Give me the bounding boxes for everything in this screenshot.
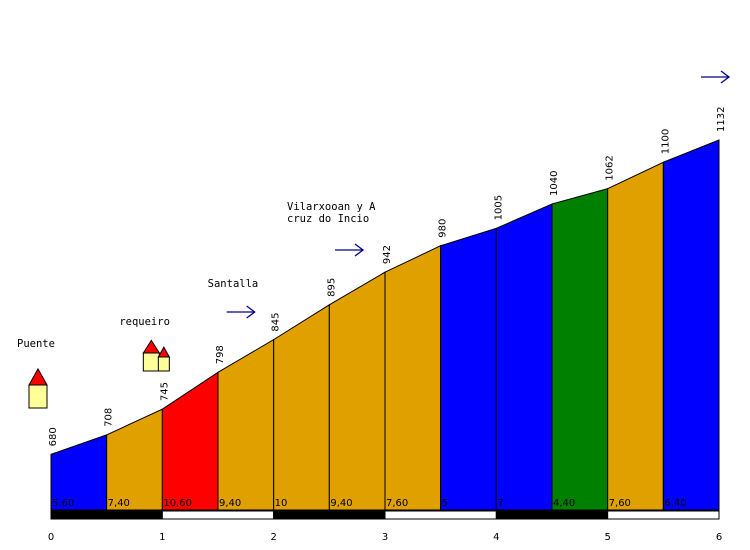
place-label: requeiro bbox=[119, 316, 170, 328]
gradient-label: 4,40 bbox=[553, 498, 575, 509]
profile-segment bbox=[495, 203, 553, 511]
gradient-label: 7,40 bbox=[108, 498, 130, 509]
gradient-label: 9,40 bbox=[219, 498, 241, 509]
elevation-label: 980 bbox=[438, 219, 449, 238]
place-label: Vilarxooan y A bbox=[287, 201, 376, 213]
elevation-label: 1005 bbox=[493, 195, 504, 220]
elevation-label: 942 bbox=[382, 245, 393, 264]
km-scale-block bbox=[273, 510, 386, 520]
x-tick-label: 3 bbox=[382, 532, 388, 543]
profile-segment bbox=[217, 338, 275, 511]
arrow-icon-head bbox=[720, 70, 731, 84]
x-tick-label: 2 bbox=[270, 532, 276, 543]
km-scale-block bbox=[50, 510, 163, 520]
x-tick-label: 4 bbox=[493, 532, 499, 543]
x-tick-label: 0 bbox=[48, 532, 54, 543]
place-label: cruz do Incio bbox=[287, 213, 369, 225]
village-house-icon-roof bbox=[157, 346, 171, 358]
km-scale-bar bbox=[50, 510, 720, 520]
gradient-label: 10,60 bbox=[163, 498, 192, 509]
profile-segment bbox=[551, 188, 609, 511]
gradient-label: 7,60 bbox=[386, 498, 408, 509]
profile-segment bbox=[106, 408, 163, 511]
km-scale-block bbox=[607, 510, 720, 520]
profile-segment bbox=[384, 244, 442, 511]
elevation-label: 845 bbox=[271, 313, 282, 332]
village-house-icon-body bbox=[142, 352, 160, 372]
profile-segments bbox=[50, 139, 720, 511]
elevation-label: 745 bbox=[159, 382, 170, 401]
arrow-icon-head bbox=[246, 305, 256, 319]
profile-segment bbox=[161, 371, 219, 511]
x-tick-label: 6 bbox=[716, 532, 722, 543]
house-icon-roof bbox=[28, 367, 48, 386]
elevation-label: 1062 bbox=[605, 155, 616, 180]
place-label: Puente bbox=[17, 338, 55, 350]
km-scale-block bbox=[495, 510, 609, 520]
place-markers: Puente requeiro Santalla Vilarxooan y Acruz… bbox=[17, 70, 731, 409]
gradient-label: 5,60 bbox=[52, 498, 74, 509]
elevation-label: 1132 bbox=[716, 107, 727, 132]
place-label: Santalla bbox=[208, 278, 259, 290]
x-tick-label: 5 bbox=[604, 532, 610, 543]
profile-segment bbox=[607, 161, 664, 511]
profile-segment bbox=[440, 227, 497, 511]
gradient-label: 7,60 bbox=[609, 498, 631, 509]
profile-segment bbox=[662, 139, 720, 511]
village-house-icon-roof bbox=[142, 339, 161, 354]
elevation-label: 708 bbox=[104, 408, 115, 427]
elevation-label: 680 bbox=[48, 427, 59, 446]
elevation-label: 895 bbox=[326, 278, 337, 297]
gradient-label: 9,40 bbox=[330, 498, 352, 509]
elevation-label: 1100 bbox=[660, 129, 671, 154]
gradient-label: 10 bbox=[275, 498, 288, 509]
gradient-label: 7 bbox=[497, 498, 503, 509]
elevation-labels: 680 708 745 798 845 895 942 980 1005 1040 1062 1100… bbox=[48, 107, 727, 447]
gradient-labels: 5,60 7,40 10,60 9,40 10 9,40 7,60 5 7 4,40 7,60 6,4… bbox=[52, 498, 687, 509]
elevation-label: 1040 bbox=[549, 171, 560, 196]
house-icon-body bbox=[28, 384, 48, 409]
x-axis-tick-labels: 0 1 2 3 4 5 6 bbox=[48, 532, 722, 543]
x-tick-label: 1 bbox=[159, 532, 165, 543]
gradient-label: 5 bbox=[442, 498, 448, 509]
km-scale-block bbox=[384, 510, 497, 520]
profile-segment bbox=[328, 271, 386, 511]
gradient-label: 6,40 bbox=[664, 498, 686, 509]
km-scale-block bbox=[161, 510, 275, 520]
village-house-icon-body bbox=[157, 356, 170, 372]
elevation-label: 798 bbox=[215, 345, 226, 364]
profile-segment bbox=[273, 303, 330, 511]
arrow-icon-head bbox=[354, 243, 365, 257]
